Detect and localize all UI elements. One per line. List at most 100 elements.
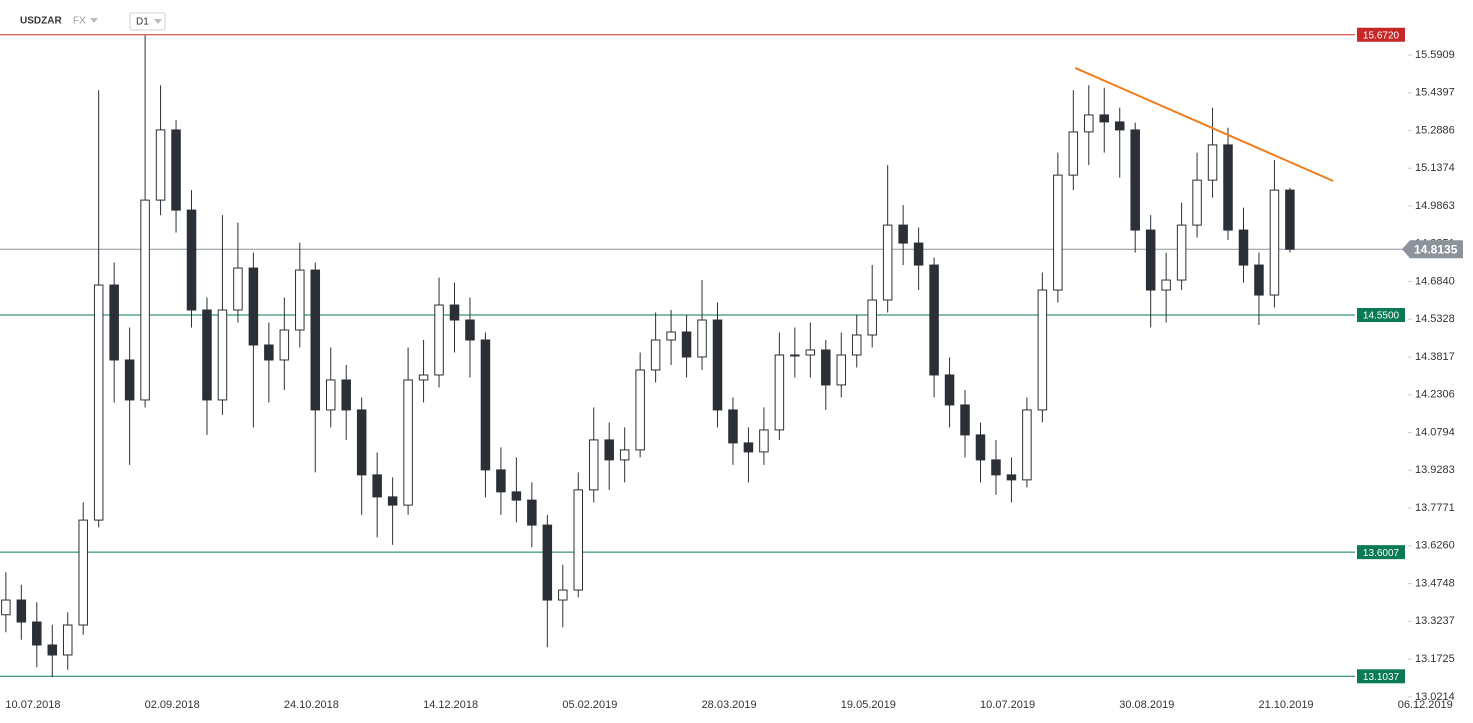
candle-body xyxy=(186,209,197,311)
candle-body xyxy=(109,284,119,361)
y-tick-label: 13.0214 xyxy=(1415,691,1455,703)
candle-body xyxy=(1223,144,1233,231)
y-tick-label: 14.3817 xyxy=(1415,351,1455,363)
level-label-box xyxy=(1357,669,1405,684)
candle-body xyxy=(78,519,88,626)
x-tick-label: 05.02.2019 xyxy=(562,699,617,711)
candle-body xyxy=(1285,189,1295,250)
candle-body xyxy=(496,469,506,493)
candle-body xyxy=(960,404,970,436)
x-tick-label: 14.12.2018 xyxy=(423,699,478,711)
candle-body xyxy=(248,267,259,346)
candle-body xyxy=(480,339,491,471)
candle-body xyxy=(542,524,553,601)
interval[interactable]: D1 xyxy=(136,17,149,28)
candle-body xyxy=(790,354,800,357)
candle-body xyxy=(619,449,630,461)
candle-body xyxy=(233,267,243,311)
candle-body xyxy=(743,442,754,453)
candle-body xyxy=(1084,114,1094,133)
candle-body xyxy=(805,349,816,356)
candle-body xyxy=(62,624,73,656)
candle-body xyxy=(93,284,104,521)
x-tick-label: 10.07.2019 xyxy=(980,699,1035,711)
dropdown-arrow[interactable] xyxy=(90,18,98,23)
candle-body xyxy=(32,621,42,646)
x-tick-label: 28.03.2019 xyxy=(702,699,757,711)
candle-body xyxy=(449,304,460,321)
candle-body xyxy=(728,409,738,444)
y-tick-label: 14.5328 xyxy=(1415,313,1455,325)
candle-body xyxy=(155,129,166,201)
candle-body xyxy=(47,644,58,656)
candle-body xyxy=(1254,264,1264,296)
level-label: 13.1037 xyxy=(1363,672,1400,683)
y-tick-label: 14.2306 xyxy=(1415,389,1455,401)
y-tick-label: 15.4397 xyxy=(1415,87,1455,99)
y-tick-label: 13.3237 xyxy=(1415,615,1455,627)
market[interactable]: FX xyxy=(73,16,86,27)
x-tick-label: 10.07.2018 xyxy=(5,699,60,711)
candle-body xyxy=(666,331,676,341)
candle-body xyxy=(1053,174,1063,291)
candle-body xyxy=(851,334,862,356)
candle-body xyxy=(403,379,413,506)
candle-body xyxy=(1037,289,1048,411)
level-label: 15.6720 xyxy=(1363,30,1400,41)
candle-body xyxy=(944,374,955,406)
candle-body xyxy=(295,269,305,331)
candle-body xyxy=(1207,144,1218,181)
x-tick-label: 24.10.2018 xyxy=(284,699,339,711)
y-tick-label: 13.7771 xyxy=(1415,502,1455,514)
candle-body xyxy=(1130,129,1140,231)
last-price-box xyxy=(1402,240,1463,259)
candle-body xyxy=(325,379,336,411)
candle-body xyxy=(1114,121,1125,131)
candle-body xyxy=(1238,229,1249,266)
candle-body xyxy=(913,242,924,266)
x-tick-label: 21.10.2019 xyxy=(1259,699,1314,711)
y-tick-label: 13.1725 xyxy=(1415,653,1455,665)
level-label-box xyxy=(1357,545,1405,560)
level-label-box xyxy=(1357,308,1405,323)
candle-body xyxy=(1176,224,1187,281)
candle-body xyxy=(1192,179,1202,226)
candle-body xyxy=(882,224,893,301)
candle-body xyxy=(759,429,769,453)
candle-body xyxy=(418,374,429,381)
candle-body xyxy=(511,491,522,501)
x-tick-label: 19.05.2019 xyxy=(841,699,896,711)
x-tick-label: 02.09.2018 xyxy=(145,699,200,711)
candle-body xyxy=(681,331,692,358)
candle-body xyxy=(310,269,321,411)
candle-body xyxy=(635,369,645,451)
y-tick-label: 13.4748 xyxy=(1415,578,1455,590)
candle-body xyxy=(774,354,785,431)
dropdown-arrow[interactable] xyxy=(154,19,162,24)
interval-box[interactable] xyxy=(129,12,166,31)
candle-body xyxy=(341,379,351,411)
candle-body xyxy=(217,309,228,401)
y-tick-label: 14.0794 xyxy=(1415,426,1455,438)
candle-body xyxy=(1068,131,1079,176)
candle-body xyxy=(356,409,367,476)
candle-body xyxy=(279,329,290,361)
candle-body xyxy=(1161,279,1171,291)
trendline xyxy=(1074,67,1334,182)
candle-body xyxy=(387,496,398,506)
candle-body xyxy=(588,439,599,491)
last-price-label: 14.8135 xyxy=(1414,242,1458,256)
candle-body xyxy=(171,129,181,211)
candle-body xyxy=(867,299,877,336)
candle-body xyxy=(527,499,537,526)
candle-body xyxy=(1099,114,1110,123)
candle-body xyxy=(124,359,135,401)
candle-body xyxy=(821,349,831,386)
level-label: 14.5500 xyxy=(1363,311,1400,322)
y-tick-label: 15.1374 xyxy=(1415,162,1455,174)
candle-body xyxy=(558,589,568,601)
candle-body xyxy=(1022,409,1032,481)
candle-body xyxy=(465,319,475,341)
y-tick-label: 14.9863 xyxy=(1415,200,1455,212)
candle-body xyxy=(372,474,382,498)
